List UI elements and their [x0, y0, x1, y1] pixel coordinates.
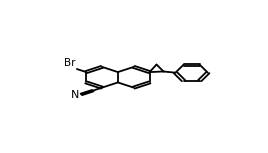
Text: N: N	[71, 90, 80, 100]
Text: Br: Br	[64, 58, 76, 68]
